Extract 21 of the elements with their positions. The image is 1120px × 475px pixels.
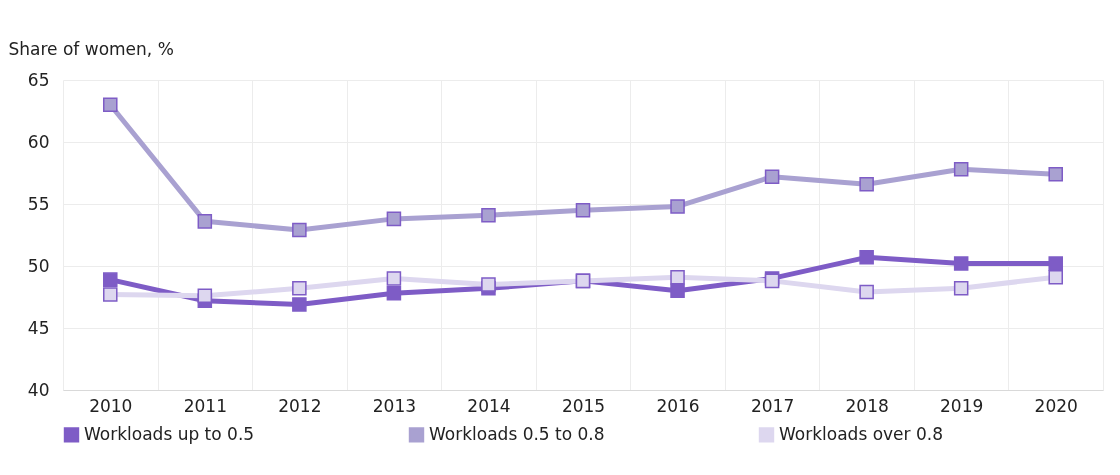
x-tick-label: 2010 [89, 395, 133, 416]
x-tick-label: 2017 [750, 395, 795, 416]
legend-label: Workloads over 0.8 [779, 423, 943, 444]
y-tick-label: 65 [27, 69, 50, 90]
y-axis-title: Share of women, % [8, 38, 174, 59]
x-tick-label: 2019 [940, 395, 984, 416]
x-tick-label: 2013 [372, 395, 417, 416]
y-tick-label: 50 [27, 255, 50, 276]
y-tick-label: 55 [27, 193, 50, 214]
x-tick-label: 2014 [467, 395, 511, 416]
y-tick-label: 45 [27, 317, 50, 338]
x-tick-label: 2016 [656, 395, 700, 416]
x-tick-label: 2015 [561, 395, 606, 416]
x-tick-label: 2020 [1034, 395, 1078, 416]
x-tick-label: 2011 [183, 395, 227, 416]
y-tick-label: 40 [27, 379, 50, 400]
x-tick-label: 2018 [845, 395, 889, 416]
x-tick-label: 2012 [278, 395, 322, 416]
legend-label: Workloads 0.5 to 0.8 [429, 423, 605, 444]
legend-label: Workloads up to 0.5 [84, 423, 255, 444]
y-tick-label: 60 [27, 131, 50, 152]
